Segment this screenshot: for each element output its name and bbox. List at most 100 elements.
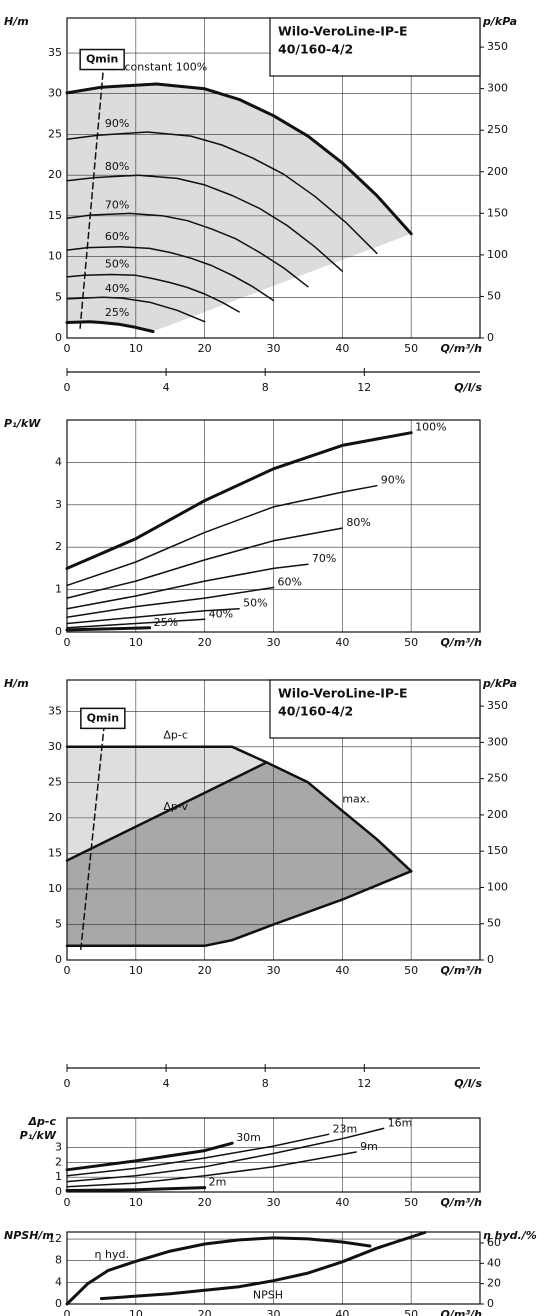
info-box: [269, 679, 481, 739]
y2-tick-label: 300: [487, 735, 508, 748]
curve-label: 16m: [388, 1116, 413, 1129]
curve-label: max.: [342, 792, 369, 805]
y2-tick-label: 200: [487, 165, 508, 178]
x2-tick-label: 12: [357, 1077, 371, 1090]
curve: [99, 1231, 427, 1301]
curve: [66, 212, 309, 288]
curve-label: 2m: [209, 1176, 227, 1189]
y2-tick-label: 20: [487, 1277, 501, 1290]
qmin-box: [79, 48, 125, 71]
curve: [66, 607, 240, 625]
curve-label: 80%: [346, 516, 370, 529]
x2-tick-label: 0: [64, 1077, 71, 1090]
curve: [265, 761, 413, 873]
curve: [66, 618, 206, 629]
curve-label: η hyd.: [95, 1248, 129, 1261]
curve: [65, 1186, 207, 1192]
curve: [66, 586, 275, 618]
y2-tick-label: 350: [487, 699, 508, 712]
curve-label: n=constant 100%: [108, 61, 207, 74]
info-box-text: 40/160-4/2: [278, 704, 353, 719]
curve-label: Δp-c: [163, 728, 188, 741]
x-axis-label: Q/m³/h: [441, 1308, 483, 1316]
x-tick-label: 50: [404, 636, 418, 649]
y-tick-label: 35: [48, 46, 62, 59]
curve: [66, 484, 378, 587]
x-tick-label: 30: [267, 342, 281, 355]
info-box-text: 40/160-4/2: [278, 42, 353, 57]
y-tick-label: 8: [55, 1254, 62, 1267]
y-axis-label: P₁/kW: [20, 1129, 57, 1142]
x-tick-label: 40: [335, 342, 349, 355]
curve: [66, 296, 206, 323]
curve-label: 25%: [105, 306, 129, 319]
curve-label: 80%: [105, 160, 129, 173]
y2-tick-label: 150: [487, 844, 508, 857]
x2-tick-label: 4: [163, 381, 170, 394]
x2-tick-label: 0: [64, 381, 71, 394]
curve-label: 25%: [154, 616, 178, 629]
y-tick-label: 1: [55, 583, 62, 596]
y2-tick-label: 0: [487, 331, 494, 344]
x-tick-label: 20: [198, 342, 212, 355]
y2-axis-label: p/kPa: [482, 677, 517, 690]
dp-v-range: [67, 762, 412, 946]
x-tick-label: 40: [335, 1308, 349, 1316]
x-tick-label: 20: [198, 1196, 212, 1209]
y2-tick-label: 0: [487, 1297, 494, 1310]
x-axis-label: Q/m³/h: [441, 964, 483, 977]
curve-label: 40%: [209, 607, 233, 620]
curve: [66, 1151, 357, 1188]
y2-tick-label: 350: [487, 40, 508, 53]
curve-label: 9m: [360, 1140, 378, 1153]
x-tick-label: 50: [404, 964, 418, 977]
curve-label: 50%: [105, 258, 129, 271]
plot-frame: [66, 419, 481, 633]
y2-axis-label: p/kPa: [482, 15, 517, 28]
y-tick-label: 5: [55, 917, 62, 930]
y2-tick-label: 100: [487, 880, 508, 893]
info-box-text: Wilo-VeroLine-IP-E: [278, 686, 408, 701]
curve-label: NPSH: [253, 1288, 283, 1301]
y-tick-label: 10: [48, 250, 62, 263]
qmin-label: Qmin: [86, 53, 118, 66]
qmin-box: [80, 707, 126, 730]
y-tick-label: 2: [55, 540, 62, 553]
y-tick-label: 25: [48, 127, 62, 140]
curve-label: Δp-v: [163, 800, 188, 813]
x-tick-label: 20: [198, 964, 212, 977]
curve-label: 50%: [243, 597, 267, 610]
x-tick-label: 30: [267, 636, 281, 649]
curve-label: 60%: [278, 575, 302, 588]
y-tick-label: 0: [55, 953, 62, 966]
y-tick-label: 3: [55, 1141, 62, 1154]
x-tick-label: 50: [404, 342, 418, 355]
x-tick-label: 40: [335, 636, 349, 649]
y-tick-label: 35: [48, 704, 62, 717]
x2-tick-label: 4: [163, 1077, 170, 1090]
y2-tick-label: 250: [487, 772, 508, 785]
x-tick-label: 10: [129, 1308, 143, 1316]
y-tick-label: 20: [48, 811, 62, 824]
plot-frame: [66, 1117, 481, 1193]
curve: [65, 1236, 372, 1306]
x-tick-label: 10: [129, 342, 143, 355]
x-tick-label: 0: [64, 1196, 71, 1209]
x-tick-label: 50: [404, 1196, 418, 1209]
curve-label: 23m: [333, 1122, 358, 1135]
plot-frame: [66, 1231, 481, 1305]
x-tick-label: 0: [64, 964, 71, 977]
curve: [66, 1133, 330, 1177]
y-axis-label: P₁/kW: [4, 417, 41, 430]
y-tick-label: 0: [55, 625, 62, 638]
curve-label: 60%: [105, 230, 129, 243]
y-tick-label: 10: [48, 882, 62, 895]
x-axis-label: Q/m³/h: [441, 1196, 483, 1209]
x-tick-label: 20: [198, 636, 212, 649]
curve: [66, 273, 240, 313]
qmin-label: Qmin: [87, 711, 119, 724]
y2-tick-label: 40: [487, 1256, 501, 1269]
x2-axis-label: Q/l/s: [454, 381, 482, 394]
curve: [65, 626, 152, 632]
